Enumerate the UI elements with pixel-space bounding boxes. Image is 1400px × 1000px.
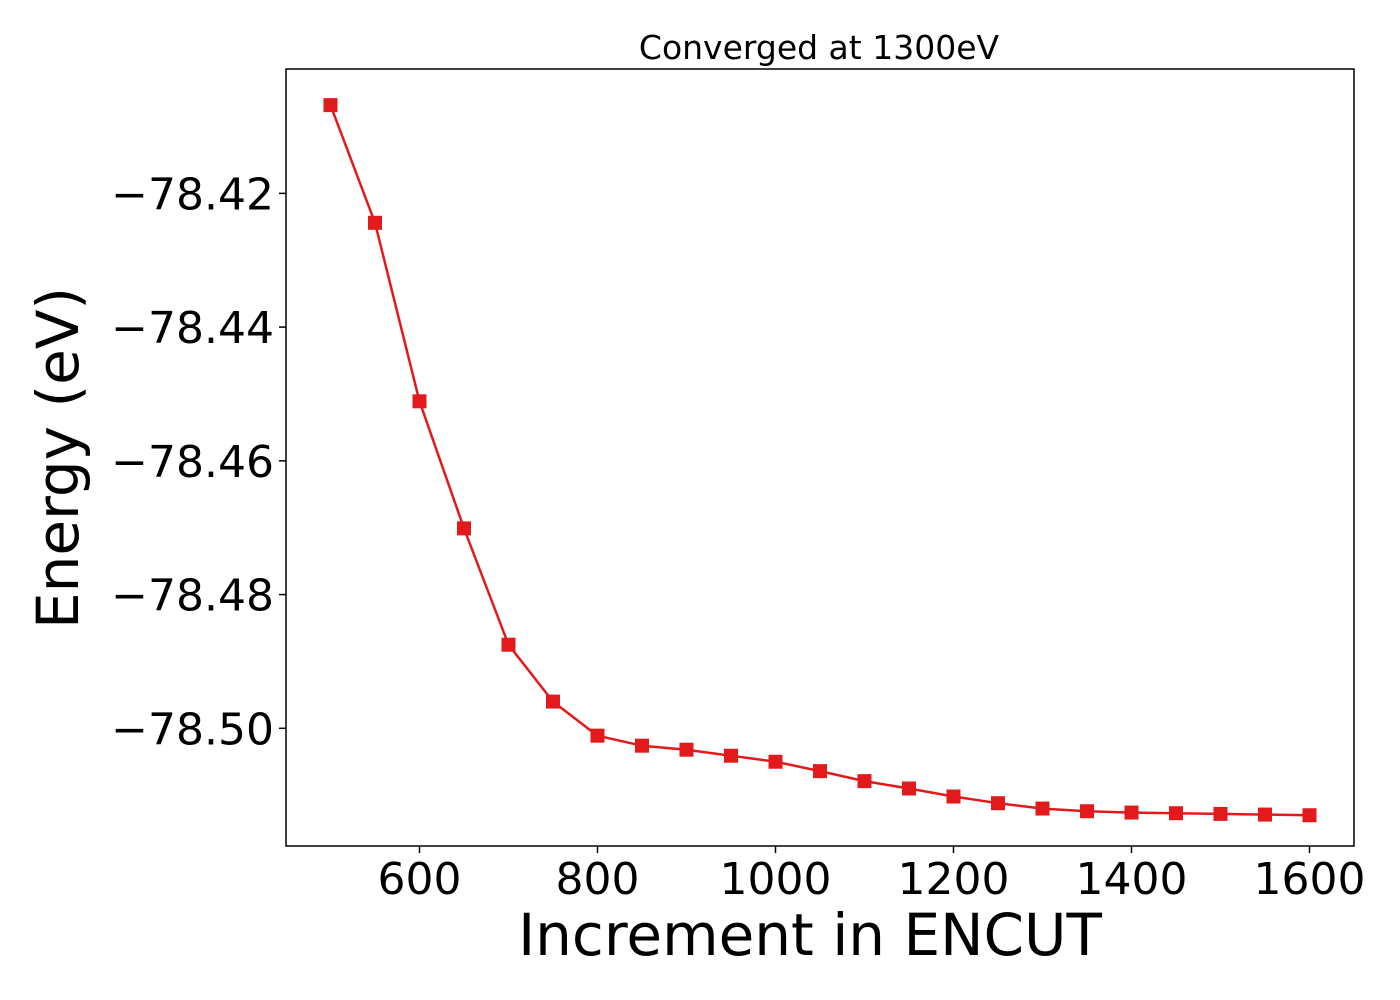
y-tick-label: −78.50	[111, 704, 274, 755]
x-tick-label: 1200	[898, 854, 1010, 905]
data-point-marker	[323, 98, 338, 113]
data-point-marker	[635, 738, 649, 753]
data-point-marker	[813, 764, 827, 779]
data-point-marker	[857, 774, 872, 789]
data-point-marker	[412, 394, 427, 409]
data-point-marker	[724, 748, 738, 763]
data-point-marker	[1124, 805, 1139, 820]
data-point-marker	[768, 754, 783, 769]
plot-area	[285, 68, 1355, 847]
y-tick-label: −78.44	[111, 303, 274, 354]
x-tick-label: 800	[556, 854, 640, 905]
x-tick-label: 600	[378, 854, 462, 905]
data-point-marker	[902, 781, 916, 796]
y-tick-label: −78.46	[111, 437, 274, 488]
x-tick-label: 1000	[720, 854, 832, 905]
data-point-marker	[946, 789, 961, 804]
x-axis-title: Increment in ENCUT	[518, 901, 1102, 969]
x-tick-label: 1400	[1076, 854, 1188, 905]
data-point-marker	[991, 796, 1005, 811]
y-tick-label: −78.48	[111, 571, 274, 622]
data-point-marker	[1302, 808, 1317, 823]
data-point-marker	[679, 742, 694, 757]
series-layer	[323, 98, 1317, 823]
x-tick-label: 1600	[1254, 854, 1366, 905]
data-point-marker	[1213, 806, 1228, 821]
series-line	[329, 104, 1310, 817]
data-point-marker	[546, 694, 560, 709]
x-axis: 600 800 1000 1200 1400 1600	[378, 846, 1366, 905]
y-axis-title: Energy (eV)	[24, 287, 92, 629]
chart-title: Converged at 1300eV	[639, 28, 1000, 67]
data-point-marker	[1258, 807, 1272, 822]
y-tick-label: −78.42	[111, 169, 274, 220]
data-point-marker	[1169, 806, 1183, 821]
data-point-marker	[501, 637, 516, 652]
data-point-marker	[1080, 804, 1094, 819]
data-point-marker	[590, 728, 605, 743]
y-axis: −78.42 −78.44 −78.46 −78.48 −78.50	[111, 169, 286, 755]
data-point-marker	[368, 215, 382, 230]
data-point-marker	[1035, 801, 1050, 816]
data-point-marker	[457, 521, 471, 536]
plot-frame	[285, 68, 1355, 847]
